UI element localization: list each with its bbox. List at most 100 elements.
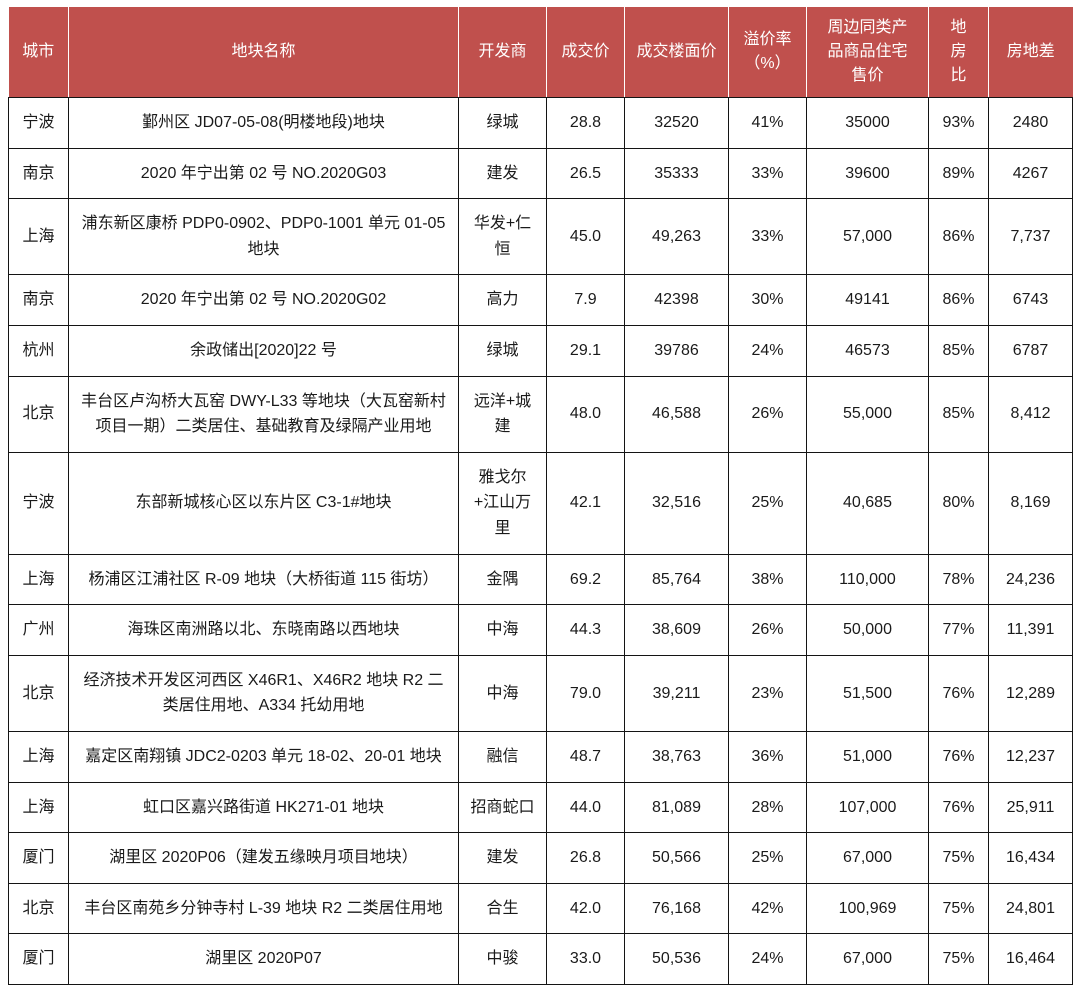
cell-parcel_name: 湖里区 2020P06（建发五缘映月项目地块）	[68, 832, 459, 884]
table-row: 北京 丰台区卢沟桥大瓦窑 DWY-L33 等地块（大瓦窑新村项目一期）二类居住、基…	[8, 375, 1073, 453]
cell-developer: 中海	[458, 654, 547, 732]
cell-premium_rate: 33%	[728, 198, 807, 276]
cell-nearby_home_price: 57,000	[806, 198, 929, 276]
cell-developer: 合生	[458, 882, 547, 935]
cell-nearby_home_price: 46573	[806, 324, 929, 377]
cell-deal_price: 28.8	[546, 97, 625, 149]
table-row: 厦门 湖里区 2020P06（建发五缘映月项目地块） 建发 26.8 50,566 25%…	[8, 832, 1073, 884]
cell-developer: 绿城	[458, 97, 547, 149]
table-row: 上海 浦东新区康桥 PDP0-0902、PDP0-1001 单元 01-05 地块…	[8, 198, 1073, 276]
cell-city: 厦门	[8, 933, 69, 985]
column-header-city: 城市	[8, 7, 69, 98]
cell-price_gap: 8,412	[988, 375, 1073, 453]
cell-city: 宁波	[8, 97, 69, 149]
cell-developer: 绿城	[458, 324, 547, 377]
cell-price_gap: 8,169	[988, 451, 1073, 555]
cell-price_gap: 7,737	[988, 198, 1073, 276]
cell-developer: 建发	[458, 832, 547, 884]
land-deals-table-container: 城市 地块名称 开发商 成交价 成交楼面价 溢价率（%） 周边同类产品商品住宅售价 地房比 房地…	[8, 7, 1073, 985]
column-header-developer: 开发商	[458, 7, 547, 98]
cell-price_gap: 25,911	[988, 781, 1073, 834]
cell-city: 南京	[8, 274, 69, 326]
cell-deal_price: 29.1	[546, 324, 625, 377]
cell-developer: 融信	[458, 730, 547, 783]
column-header-premium_rate: 溢价率（%）	[728, 7, 807, 98]
cell-nearby_home_price: 67,000	[806, 832, 929, 884]
cell-price_gap: 24,236	[988, 553, 1073, 606]
cell-nearby_home_price: 51,500	[806, 654, 929, 732]
table-row: 上海 虹口区嘉兴路街道 HK271-01 地块 招商蛇口 44.0 81,089 28% 1…	[8, 781, 1073, 834]
cell-price_gap: 12,289	[988, 654, 1073, 732]
cell-nearby_home_price: 50,000	[806, 604, 929, 656]
cell-floor_price: 81,089	[624, 781, 729, 834]
cell-floor_price: 38,763	[624, 730, 729, 783]
cell-land_house_ratio: 86%	[928, 274, 989, 326]
cell-price_gap: 6787	[988, 324, 1073, 377]
cell-floor_price: 38,609	[624, 604, 729, 656]
cell-deal_price: 42.1	[546, 451, 625, 555]
cell-parcel_name: 东部新城核心区以东片区 C3-1#地块	[68, 451, 459, 555]
cell-premium_rate: 25%	[728, 832, 807, 884]
cell-floor_price: 42398	[624, 274, 729, 326]
column-header-deal_price: 成交价	[546, 7, 625, 98]
cell-price_gap: 16,464	[988, 933, 1073, 985]
table-row: 宁波 东部新城核心区以东片区 C3-1#地块 雅戈尔+江山万里 42.1 32,516 2…	[8, 451, 1073, 555]
cell-premium_rate: 26%	[728, 375, 807, 453]
cell-parcel_name: 虹口区嘉兴路街道 HK271-01 地块	[68, 781, 459, 834]
cell-floor_price: 49,263	[624, 198, 729, 276]
cell-parcel_name: 丰台区南苑乡分钟寺村 L-39 地块 R2 二类居住用地	[68, 882, 459, 935]
column-header-land_house_ratio: 地房比	[928, 7, 989, 98]
cell-city: 广州	[8, 604, 69, 656]
cell-floor_price: 32520	[624, 97, 729, 149]
cell-land_house_ratio: 76%	[928, 781, 989, 834]
cell-premium_rate: 26%	[728, 604, 807, 656]
cell-price_gap: 4267	[988, 147, 1073, 200]
cell-deal_price: 44.0	[546, 781, 625, 834]
column-header-floor_price: 成交楼面价	[624, 7, 729, 98]
cell-land_house_ratio: 76%	[928, 654, 989, 732]
cell-parcel_name: 经济技术开发区河西区 X46R1、X46R2 地块 R2 二类居住用地、A334…	[68, 654, 459, 732]
cell-city: 北京	[8, 654, 69, 732]
cell-deal_price: 48.0	[546, 375, 625, 453]
cell-price_gap: 2480	[988, 97, 1073, 149]
cell-land_house_ratio: 78%	[928, 553, 989, 606]
cell-floor_price: 32,516	[624, 451, 729, 555]
cell-deal_price: 79.0	[546, 654, 625, 732]
cell-deal_price: 45.0	[546, 198, 625, 276]
cell-deal_price: 7.9	[546, 274, 625, 326]
cell-floor_price: 35333	[624, 147, 729, 200]
cell-nearby_home_price: 67,000	[806, 933, 929, 985]
cell-parcel_name: 嘉定区南翔镇 JDC2-0203 单元 18-02、20-01 地块	[68, 730, 459, 783]
cell-parcel_name: 浦东新区康桥 PDP0-0902、PDP0-1001 单元 01-05 地块	[68, 198, 459, 276]
cell-nearby_home_price: 55,000	[806, 375, 929, 453]
cell-developer: 华发+仁恒	[458, 198, 547, 276]
cell-premium_rate: 28%	[728, 781, 807, 834]
cell-floor_price: 50,566	[624, 832, 729, 884]
cell-deal_price: 26.5	[546, 147, 625, 200]
table-row: 杭州 余政储出[2020]22 号绿城 29.1 39786 24% 46573 85% 67…	[8, 324, 1073, 377]
cell-land_house_ratio: 93%	[928, 97, 989, 149]
cell-premium_rate: 33%	[728, 147, 807, 200]
cell-land_house_ratio: 75%	[928, 933, 989, 985]
column-header-price_gap: 房地差	[988, 7, 1073, 98]
table-header: 城市 地块名称 开发商 成交价 成交楼面价 溢价率（%） 周边同类产品商品住宅售价 地房比 房地…	[8, 7, 1073, 98]
cell-floor_price: 39786	[624, 324, 729, 377]
cell-city: 南京	[8, 147, 69, 200]
column-header-nearby_home_price: 周边同类产品商品住宅售价	[806, 7, 929, 98]
table-row: 南京 2020 年宁出第 02 号 NO.2020G02 高力 7.9 42398 30%…	[8, 274, 1073, 326]
cell-land_house_ratio: 75%	[928, 882, 989, 935]
cell-developer: 高力	[458, 274, 547, 326]
table-row: 北京 丰台区南苑乡分钟寺村 L-39 地块 R2 二类居住用地 合生 42.0 76,1…	[8, 882, 1073, 935]
cell-developer: 金隅	[458, 553, 547, 606]
cell-land_house_ratio: 89%	[928, 147, 989, 200]
cell-parcel_name: 2020 年宁出第 02 号 NO.2020G02	[68, 274, 459, 326]
cell-deal_price: 44.3	[546, 604, 625, 656]
cell-parcel_name: 湖里区 2020P07	[68, 933, 459, 985]
cell-premium_rate: 36%	[728, 730, 807, 783]
cell-city: 宁波	[8, 451, 69, 555]
cell-city: 上海	[8, 730, 69, 783]
cell-land_house_ratio: 76%	[928, 730, 989, 783]
cell-city: 上海	[8, 198, 69, 276]
cell-land_house_ratio: 85%	[928, 324, 989, 377]
cell-nearby_home_price: 110,000	[806, 553, 929, 606]
